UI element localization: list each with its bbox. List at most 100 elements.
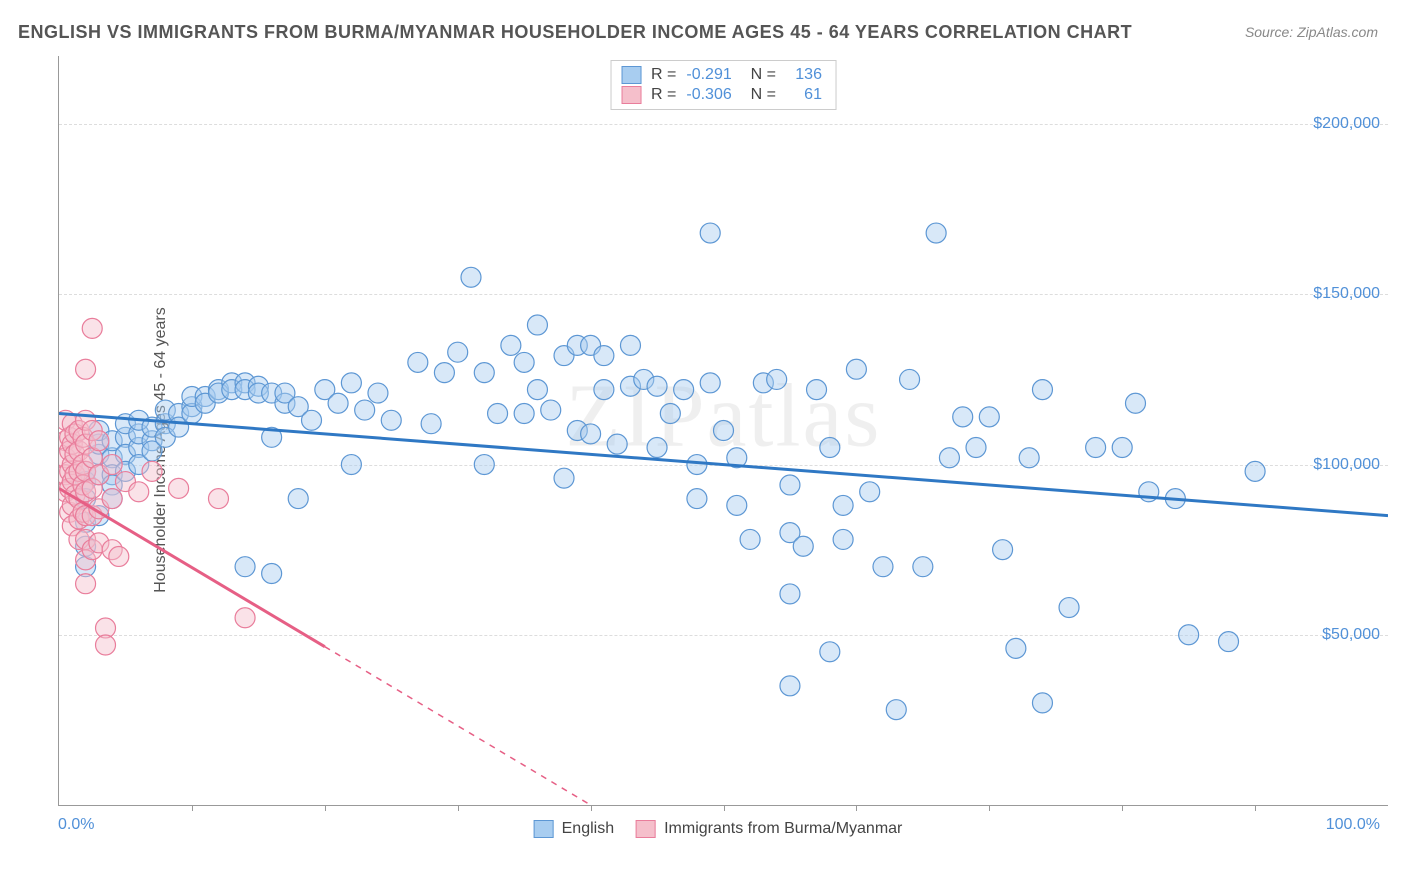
- data-point: [355, 400, 375, 420]
- data-point: [807, 380, 827, 400]
- data-point: [767, 369, 787, 389]
- data-point: [328, 393, 348, 413]
- n-value: 136: [786, 66, 822, 84]
- n-label: N =: [742, 86, 776, 104]
- data-point: [846, 359, 866, 379]
- data-point: [647, 438, 667, 458]
- data-point: [76, 574, 96, 594]
- data-point: [687, 455, 707, 475]
- data-point: [660, 403, 680, 423]
- data-point: [1179, 625, 1199, 645]
- data-point: [96, 635, 116, 655]
- data-point: [262, 564, 282, 584]
- data-point: [1019, 448, 1039, 468]
- data-point: [620, 335, 640, 355]
- x-axis-max-label: 100.0%: [1326, 816, 1380, 834]
- series-name: Immigrants from Burma/Myanmar: [664, 820, 902, 838]
- data-point: [1245, 461, 1265, 481]
- data-point: [368, 383, 388, 403]
- data-point: [235, 608, 255, 628]
- data-point: [288, 489, 308, 509]
- data-point: [169, 478, 189, 498]
- data-point: [926, 223, 946, 243]
- stats-legend: R = -0.291 N = 136 R = -0.306 N = 61: [610, 60, 837, 110]
- series-legend: English Immigrants from Burma/Myanmar: [534, 820, 903, 838]
- data-point: [700, 373, 720, 393]
- data-point: [913, 557, 933, 577]
- data-point: [860, 482, 880, 502]
- data-point: [488, 403, 508, 423]
- data-point: [594, 346, 614, 366]
- stats-legend-row: R = -0.291 N = 136: [621, 65, 822, 85]
- data-point: [780, 475, 800, 495]
- n-value: 61: [786, 86, 822, 104]
- data-point: [434, 363, 454, 383]
- x-tick-mark: [591, 805, 592, 811]
- data-point: [687, 489, 707, 509]
- data-point: [541, 400, 561, 420]
- data-point: [939, 448, 959, 468]
- data-point: [1032, 693, 1052, 713]
- data-point: [886, 700, 906, 720]
- data-point: [302, 410, 322, 430]
- r-value: -0.306: [686, 86, 731, 104]
- data-point: [1059, 598, 1079, 618]
- data-point: [1112, 438, 1132, 458]
- correlation-chart: Householder Income Ages 45 - 64 years ZI…: [48, 56, 1388, 844]
- series-legend-item: English: [534, 820, 614, 838]
- data-point: [102, 489, 122, 509]
- data-point: [607, 434, 627, 454]
- data-point: [780, 584, 800, 604]
- data-point: [780, 676, 800, 696]
- data-point: [581, 424, 601, 444]
- data-point: [1006, 638, 1026, 658]
- data-point: [82, 318, 102, 338]
- data-point: [727, 495, 747, 515]
- data-point: [1125, 393, 1145, 413]
- data-point: [1032, 380, 1052, 400]
- x-tick-mark: [192, 805, 193, 811]
- data-point: [740, 529, 760, 549]
- x-tick-mark: [989, 805, 990, 811]
- data-point: [793, 536, 813, 556]
- chart-title: ENGLISH VS IMMIGRANTS FROM BURMA/MYANMAR…: [18, 22, 1132, 43]
- data-point: [408, 352, 428, 372]
- data-point: [527, 315, 547, 335]
- data-point: [514, 403, 534, 423]
- data-point: [554, 468, 574, 488]
- legend-swatch: [621, 66, 641, 84]
- data-point: [873, 557, 893, 577]
- data-point: [966, 438, 986, 458]
- r-value: -0.291: [686, 66, 731, 84]
- n-label: N =: [742, 66, 776, 84]
- legend-swatch: [621, 86, 641, 104]
- data-point: [76, 359, 96, 379]
- data-point: [594, 380, 614, 400]
- data-point: [979, 407, 999, 427]
- data-point: [993, 540, 1013, 560]
- x-axis-min-label: 0.0%: [58, 816, 94, 834]
- data-point: [474, 363, 494, 383]
- data-point: [341, 373, 361, 393]
- data-point: [381, 410, 401, 430]
- data-point: [208, 489, 228, 509]
- data-point: [833, 529, 853, 549]
- data-point: [833, 495, 853, 515]
- data-point: [820, 642, 840, 662]
- x-tick-mark: [325, 805, 326, 811]
- r-label: R =: [651, 66, 676, 84]
- data-point: [900, 369, 920, 389]
- data-point: [700, 223, 720, 243]
- data-point: [714, 421, 734, 441]
- data-point: [647, 376, 667, 396]
- data-point: [448, 342, 468, 362]
- x-tick-mark: [856, 805, 857, 811]
- data-point: [235, 557, 255, 577]
- data-point: [527, 380, 547, 400]
- data-point: [674, 380, 694, 400]
- x-tick-mark: [1255, 805, 1256, 811]
- data-point: [89, 431, 109, 451]
- data-point: [129, 482, 149, 502]
- x-tick-mark: [1122, 805, 1123, 811]
- source-attribution: Source: ZipAtlas.com: [1245, 24, 1378, 40]
